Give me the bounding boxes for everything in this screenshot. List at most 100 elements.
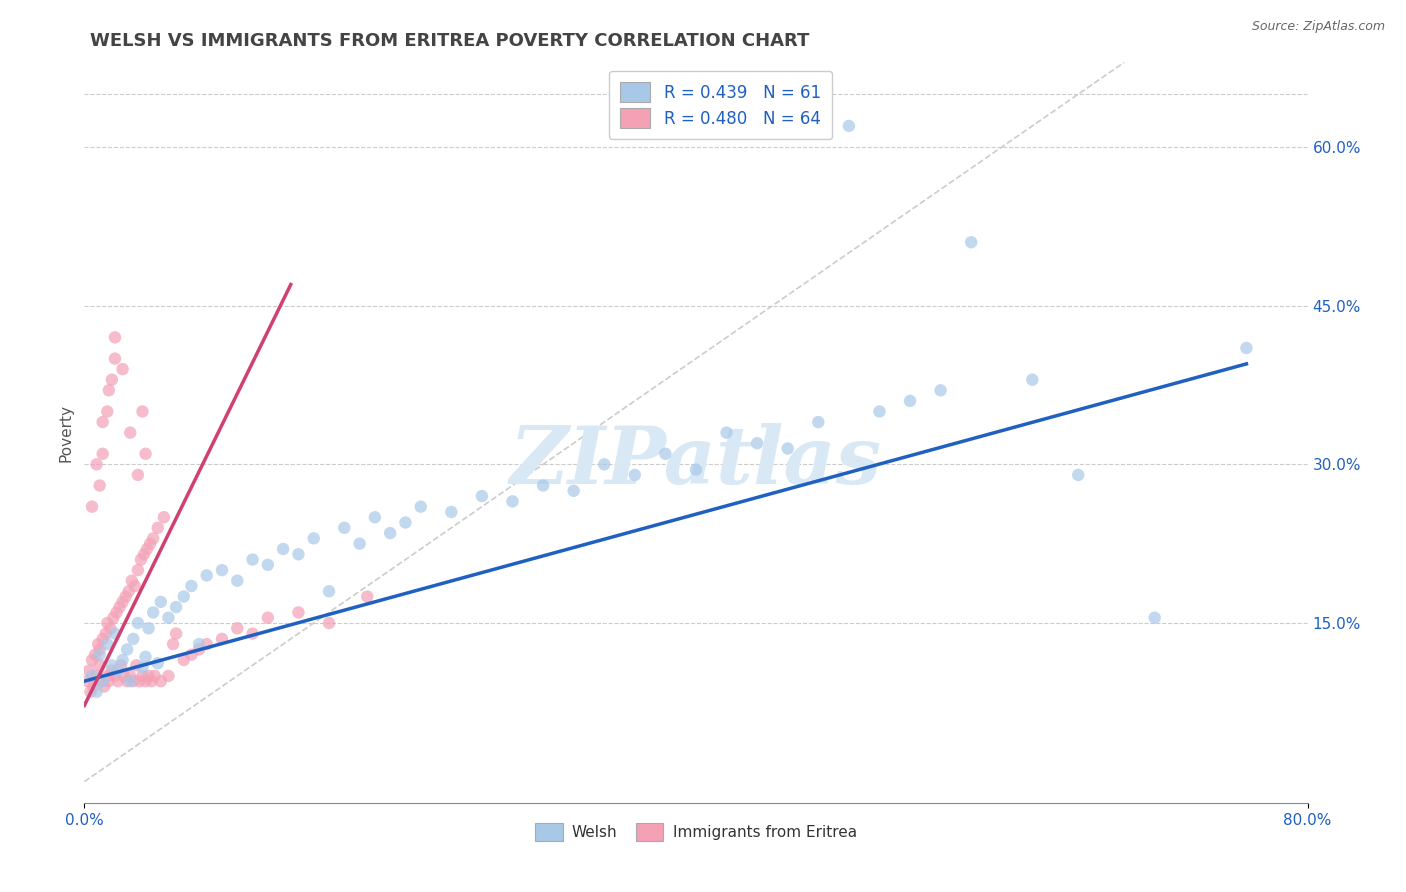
Point	[1067, 467, 1090, 482]
Point	[131, 660, 153, 674]
Point	[131, 669, 153, 683]
Text: Source: ZipAtlas.com: Source: ZipAtlas.com	[1251, 20, 1385, 33]
Point	[471, 489, 494, 503]
Point	[90, 674, 112, 689]
Point	[76, 674, 98, 689]
Point	[96, 404, 118, 418]
Point	[97, 674, 120, 689]
Point	[593, 458, 616, 472]
Point	[120, 425, 142, 440]
Point	[869, 404, 891, 418]
Point	[195, 637, 218, 651]
Point	[146, 656, 169, 670]
Point	[142, 606, 165, 620]
Point	[91, 674, 114, 689]
Point	[318, 584, 340, 599]
Point	[562, 483, 585, 498]
Point	[135, 447, 157, 461]
Point	[333, 521, 356, 535]
Point	[257, 611, 280, 625]
Point	[180, 579, 202, 593]
Point	[131, 404, 153, 418]
Point	[898, 393, 921, 408]
Point	[242, 626, 264, 640]
Point	[394, 516, 416, 530]
Point	[96, 637, 118, 651]
Point	[135, 674, 157, 689]
Point	[115, 642, 138, 657]
Point	[960, 235, 983, 250]
Point	[80, 500, 103, 514]
Point	[716, 425, 738, 440]
Point	[318, 615, 340, 630]
Point	[1021, 373, 1043, 387]
Point	[188, 637, 211, 651]
Point	[1236, 341, 1258, 355]
Point	[1143, 611, 1166, 625]
Point	[149, 595, 172, 609]
Point	[118, 584, 141, 599]
Point	[142, 532, 165, 546]
Point	[153, 510, 176, 524]
Point	[929, 384, 952, 398]
Point	[157, 611, 180, 625]
Point	[356, 590, 378, 604]
Point	[132, 547, 155, 561]
Point	[149, 674, 172, 689]
Point	[135, 649, 157, 664]
Point	[98, 621, 121, 635]
Point	[380, 526, 402, 541]
Point	[120, 669, 142, 683]
Point	[107, 674, 129, 689]
Point	[271, 541, 294, 556]
Point	[89, 658, 111, 673]
Point	[120, 674, 142, 689]
Point	[173, 653, 195, 667]
Point	[287, 606, 309, 620]
Point	[110, 658, 132, 673]
Point	[96, 615, 118, 630]
Point	[101, 664, 124, 678]
Point	[188, 642, 211, 657]
Point	[86, 458, 108, 472]
Point	[747, 436, 769, 450]
Point	[257, 558, 280, 572]
Point	[143, 669, 166, 683]
Point	[302, 532, 325, 546]
Point	[654, 447, 676, 461]
Point	[624, 467, 647, 482]
Point	[107, 664, 129, 678]
Point	[136, 541, 159, 556]
Point	[80, 653, 103, 667]
Point	[103, 611, 125, 625]
Point	[146, 521, 169, 535]
Point	[121, 574, 143, 588]
Point	[531, 478, 554, 492]
Point	[89, 642, 111, 657]
Point	[87, 637, 110, 651]
Point	[114, 590, 136, 604]
Point	[502, 494, 524, 508]
Point	[226, 574, 249, 588]
Point	[115, 674, 138, 689]
Point	[93, 680, 115, 694]
Point	[97, 384, 120, 398]
Point	[108, 600, 131, 615]
Point	[139, 537, 162, 551]
Legend: Welsh, Immigrants from Eritrea: Welsh, Immigrants from Eritrea	[529, 817, 863, 847]
Point	[211, 563, 233, 577]
Point	[111, 595, 134, 609]
Point	[79, 685, 101, 699]
Point	[86, 685, 108, 699]
Point	[838, 119, 860, 133]
Point	[91, 632, 114, 646]
Point	[226, 621, 249, 635]
Point	[105, 606, 128, 620]
Text: ZIPatlas: ZIPatlas	[510, 424, 882, 501]
Point	[409, 500, 432, 514]
Point	[89, 648, 111, 662]
Point	[83, 680, 105, 694]
Point	[111, 653, 134, 667]
Point	[141, 674, 163, 689]
Point	[86, 669, 108, 683]
